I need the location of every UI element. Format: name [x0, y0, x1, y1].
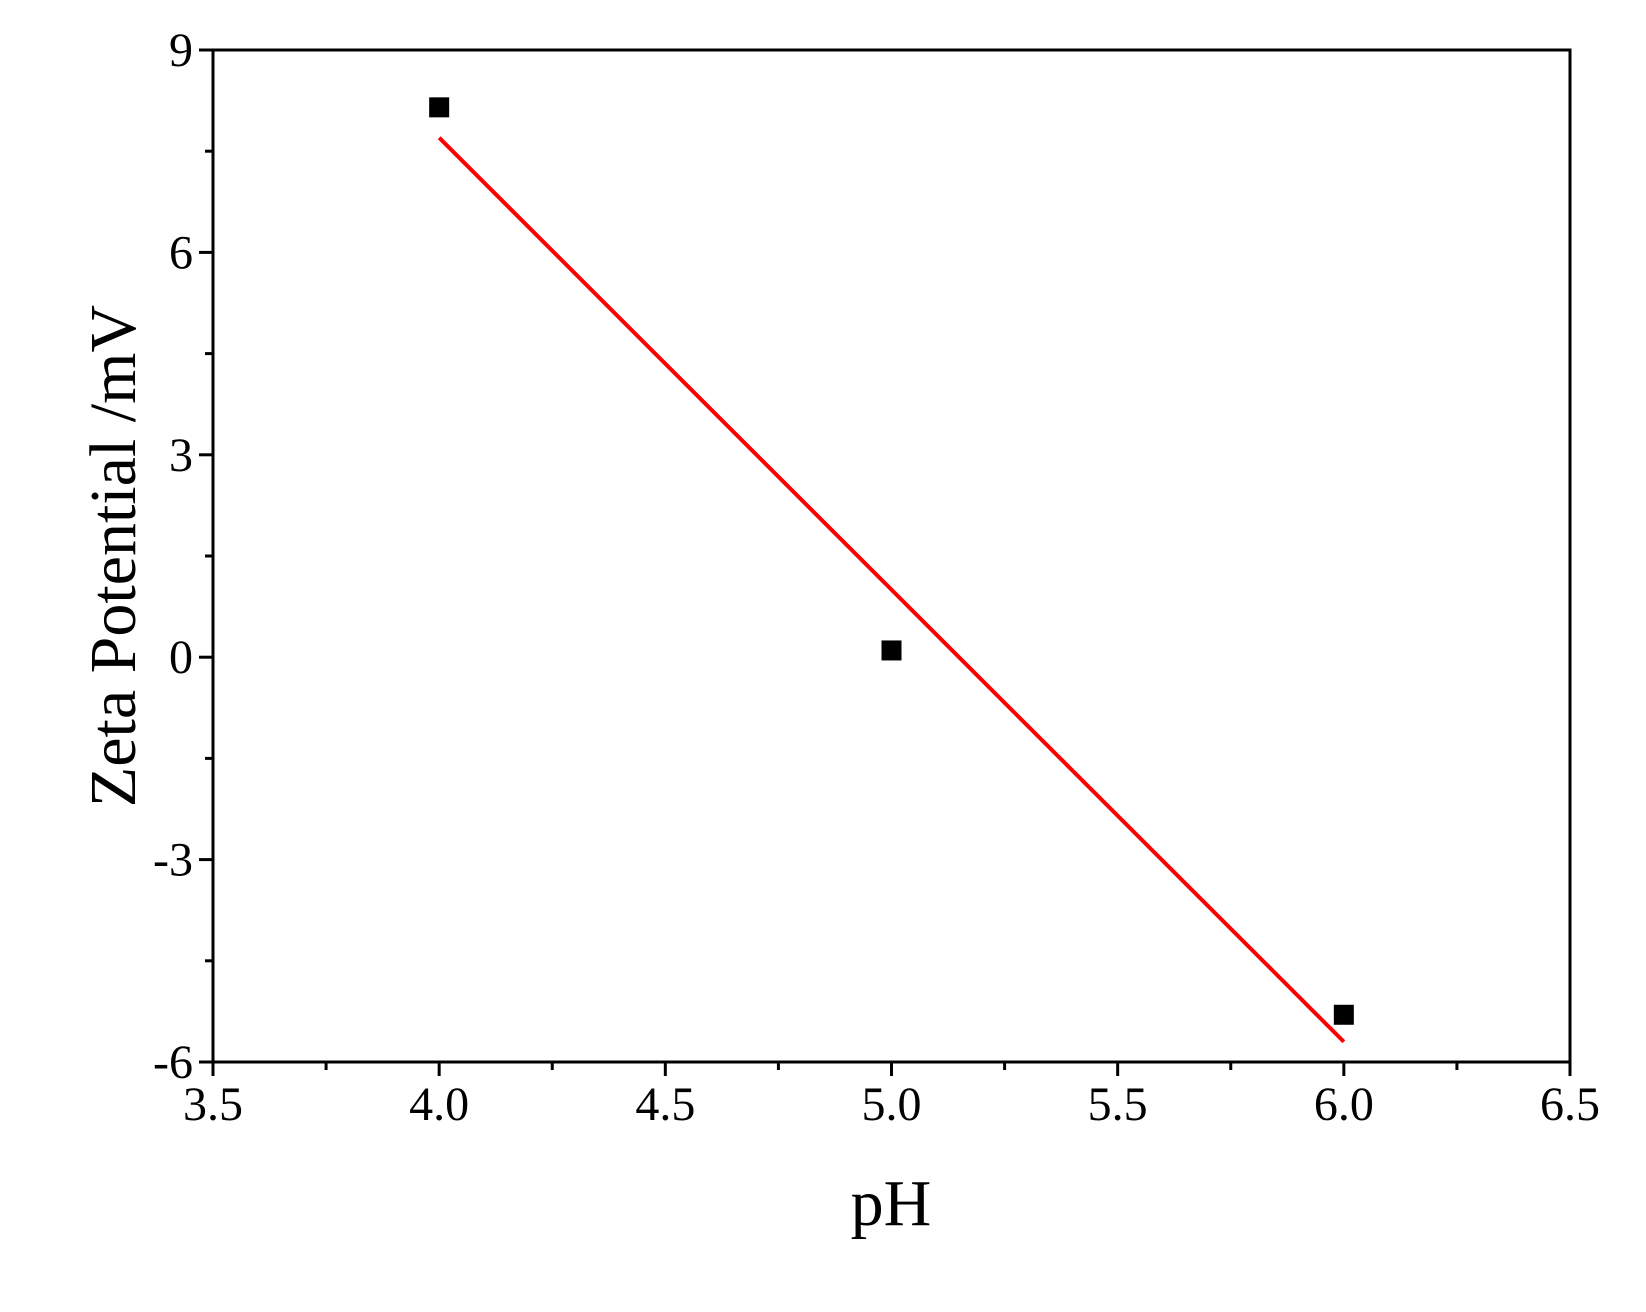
x-tick-label: 6.0	[1314, 1078, 1374, 1131]
y-axis-label: Zeta Potential /mV	[77, 305, 150, 807]
x-tick-label: 5.5	[1088, 1078, 1148, 1131]
x-tick-label: 4.0	[409, 1078, 469, 1131]
y-tick-label: -3	[153, 834, 193, 887]
fit-line	[437, 136, 1346, 1044]
y-tick-label: 0	[169, 631, 193, 684]
point	[1333, 1004, 1354, 1025]
point	[881, 640, 902, 661]
y-tick-label: 3	[169, 429, 193, 482]
x-axis-label: pH	[851, 1167, 932, 1240]
y-tick-label: 6	[169, 226, 193, 279]
x-tick-label: 3.5	[183, 1078, 243, 1131]
x-tick-label: 5.0	[862, 1078, 922, 1131]
x-tick-label: 6.5	[1540, 1078, 1600, 1131]
point	[429, 97, 450, 118]
y-tick-label: 9	[169, 24, 193, 77]
plot-frame	[211, 48, 1572, 1064]
y-tick-label: -6	[153, 1036, 193, 1089]
x-tick-label: 4.5	[635, 1078, 695, 1131]
